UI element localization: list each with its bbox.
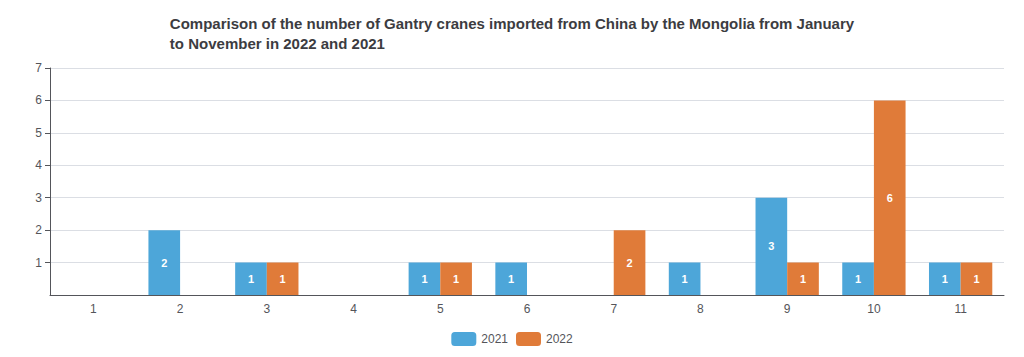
svg-text:11: 11	[954, 302, 967, 316]
svg-text:1: 1	[800, 273, 806, 285]
svg-text:1: 1	[855, 273, 861, 285]
svg-text:9: 9	[784, 302, 791, 316]
svg-text:5: 5	[35, 126, 42, 140]
svg-text:7: 7	[610, 302, 617, 316]
svg-text:2: 2	[177, 302, 184, 316]
svg-text:4: 4	[350, 302, 357, 316]
svg-text:1: 1	[682, 273, 688, 285]
svg-text:6: 6	[887, 192, 893, 204]
svg-text:1: 1	[248, 273, 254, 285]
svg-text:2021: 2021	[481, 332, 508, 346]
svg-text:1: 1	[35, 256, 42, 270]
svg-text:8: 8	[697, 302, 704, 316]
svg-text:6: 6	[35, 93, 42, 107]
svg-text:1: 1	[973, 273, 979, 285]
svg-text:7: 7	[35, 61, 42, 75]
svg-text:3: 3	[768, 240, 774, 252]
svg-text:1: 1	[453, 273, 459, 285]
svg-text:to November in 2022 and 2021: to November in 2022 and 2021	[170, 35, 385, 52]
svg-text:1: 1	[421, 273, 427, 285]
svg-text:4: 4	[35, 158, 42, 172]
svg-text:10: 10	[867, 302, 881, 316]
svg-text:3: 3	[35, 191, 42, 205]
svg-text:1: 1	[90, 302, 97, 316]
svg-text:2: 2	[35, 223, 42, 237]
svg-text:2022: 2022	[546, 332, 573, 346]
svg-text:2: 2	[626, 257, 632, 269]
svg-text:1: 1	[508, 273, 514, 285]
svg-text:3: 3	[263, 302, 270, 316]
svg-text:2: 2	[161, 257, 167, 269]
svg-text:1: 1	[280, 273, 286, 285]
svg-text:6: 6	[524, 302, 531, 316]
svg-text:5: 5	[437, 302, 444, 316]
svg-text:1: 1	[942, 273, 948, 285]
svg-text:Comparison of the number of Ga: Comparison of the number of Gantry crane…	[170, 15, 855, 32]
